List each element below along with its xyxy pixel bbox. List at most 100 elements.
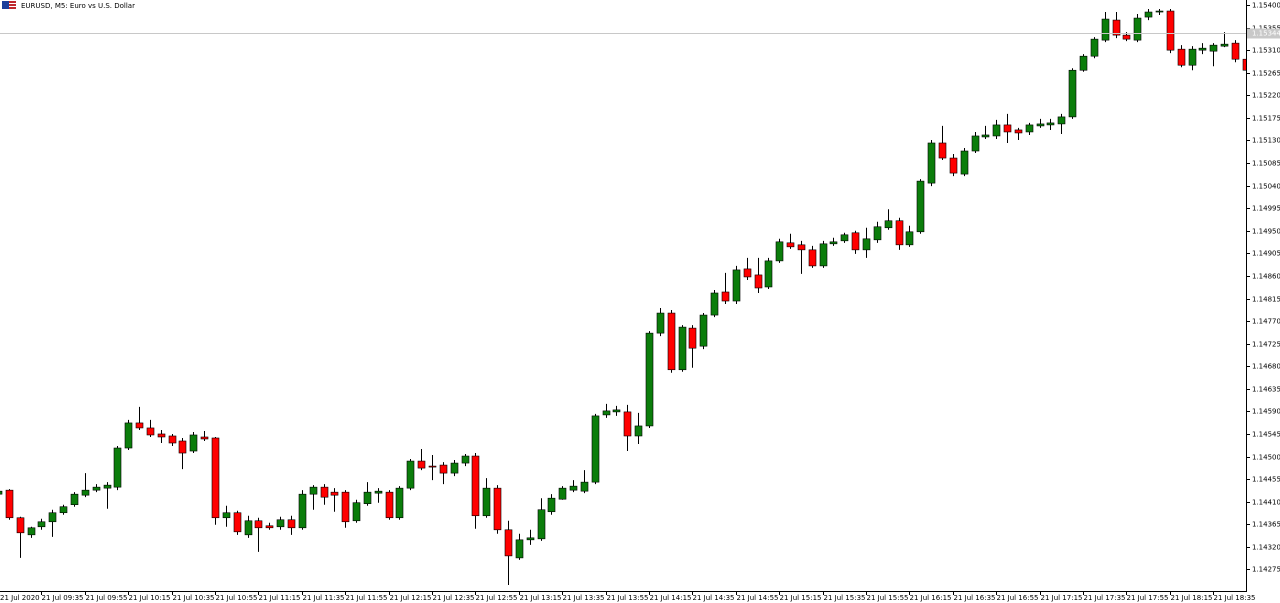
candle-body	[92, 486, 101, 491]
y-tick-label: 1.15130	[1252, 137, 1280, 145]
y-tick-label: 1.14275	[1252, 566, 1280, 574]
x-tick-label: 21 Jul 11:15	[259, 594, 301, 602]
candle-body	[1046, 122, 1055, 126]
candle-body	[699, 314, 708, 347]
candle-body	[70, 493, 79, 506]
candle-body	[1014, 129, 1023, 134]
candle-body	[1198, 47, 1207, 51]
candle-body	[482, 487, 491, 517]
candle-body	[1101, 18, 1110, 41]
candle-body	[374, 490, 383, 494]
candle-body	[775, 241, 784, 262]
candle-body	[732, 269, 741, 302]
y-tick-label: 1.15085	[1252, 160, 1280, 168]
candle-body	[1188, 48, 1197, 66]
candle-body	[1242, 58, 1246, 71]
candle-body	[819, 243, 828, 267]
candle-body	[1025, 124, 1034, 133]
candle-body	[5, 489, 14, 519]
candle-body	[341, 491, 350, 523]
candle-body	[992, 124, 1001, 137]
symbol-icon	[2, 1, 16, 9]
candle-body	[634, 425, 643, 437]
candle-body	[417, 460, 426, 469]
candle-body	[949, 157, 958, 174]
x-tick-label: 21 Jul 14:35	[693, 594, 735, 602]
candle-body	[265, 525, 274, 529]
x-tick-label: 21 Jul 10:15	[129, 594, 171, 602]
candle-body	[233, 512, 242, 533]
candle-body	[938, 142, 947, 159]
candle-body	[602, 410, 611, 416]
candle-body	[971, 135, 980, 152]
y-tick-label: 1.14950	[1252, 228, 1280, 236]
y-tick-label: 1.14815	[1252, 296, 1280, 304]
candle-body	[1177, 48, 1186, 66]
candle-body	[862, 238, 871, 251]
candle-body	[298, 493, 307, 529]
y-tick-label: 1.14500	[1252, 454, 1280, 462]
candle-body	[27, 527, 36, 536]
candle-body	[960, 150, 969, 175]
candle-body	[797, 244, 806, 251]
candle-body	[124, 422, 133, 449]
candle-body	[1220, 43, 1229, 47]
candle-body	[309, 486, 318, 495]
x-tick-label: 21 Jul 18:15	[1171, 594, 1213, 602]
candle-body	[558, 487, 567, 500]
y-tick-label: 1.15400	[1252, 2, 1280, 10]
candle-body	[200, 436, 209, 440]
candle-body	[515, 539, 524, 559]
candle-body	[927, 142, 936, 184]
candle-body	[395, 487, 404, 519]
candle-body	[786, 242, 795, 248]
y-tick-label: 1.15175	[1252, 115, 1280, 123]
candle-body	[721, 291, 730, 302]
candle-body	[254, 520, 263, 529]
candle-body	[547, 497, 556, 513]
candle-body	[504, 529, 513, 557]
candle-body	[244, 520, 253, 536]
x-tick-label: 21 Jul 11:55	[346, 594, 388, 602]
y-tick-label: 1.14995	[1252, 205, 1280, 213]
candle-body	[1209, 44, 1218, 52]
x-tick-label: 21 Jul 16:15	[910, 594, 952, 602]
y-tick-label: 1.14545	[1252, 431, 1280, 439]
candle-body	[352, 502, 361, 522]
candle-body	[37, 521, 46, 528]
y-tick-label: 1.14860	[1252, 273, 1280, 281]
candle-body	[895, 220, 904, 246]
bid-label-box	[1247, 28, 1280, 39]
candle-body	[48, 512, 57, 523]
y-tick-label: 1.14770	[1252, 318, 1280, 326]
candle-body	[135, 422, 144, 429]
candle-body	[178, 440, 187, 454]
candle-body	[623, 411, 632, 437]
candle-body	[1057, 116, 1066, 125]
candle-body	[1133, 17, 1142, 41]
x-tick-label: 21 Jul 14:55	[737, 594, 779, 602]
candle-body	[189, 434, 198, 452]
x-tick-label: 21 Jul 09:35	[42, 594, 84, 602]
candle-body	[1003, 124, 1012, 133]
candle-body	[211, 437, 220, 519]
candle-body	[157, 433, 166, 438]
candle-body	[385, 491, 394, 519]
candle-body	[363, 491, 372, 505]
candle-body	[612, 409, 621, 413]
y-tick-label: 1.14725	[1252, 341, 1280, 349]
candle-body	[450, 462, 459, 474]
candle-body	[16, 517, 25, 534]
x-tick-label: 21 Jul 17:15	[1041, 594, 1083, 602]
x-tick-label: 21 Jul 14:15	[650, 594, 692, 602]
x-tick-label: 21 Jul 11:35	[303, 594, 345, 602]
y-tick-label: 1.15265	[1252, 70, 1280, 78]
y-tick-label: 1.14455	[1252, 476, 1280, 484]
x-tick-label: 21 Jul 13:15	[520, 594, 562, 602]
y-tick-label: 1.14590	[1252, 408, 1280, 416]
y-tick-label: 1.14320	[1252, 544, 1280, 552]
y-tick-label: 1.15040	[1252, 183, 1280, 191]
candle-body	[276, 519, 285, 528]
candle-body	[1231, 42, 1240, 60]
